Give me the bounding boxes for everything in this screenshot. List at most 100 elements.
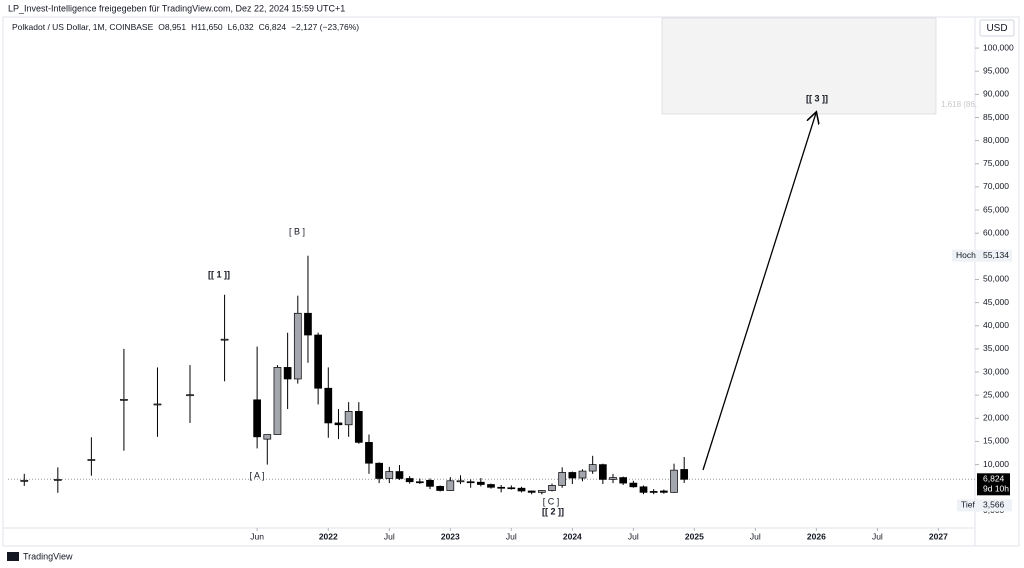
chart-frame xyxy=(2,16,1020,547)
candle-body xyxy=(639,486,648,493)
candle-body xyxy=(354,411,363,443)
x-tick-label: 2023 xyxy=(441,531,460,541)
wave-label: [ C ] xyxy=(543,496,560,506)
candle-body xyxy=(263,434,272,440)
y-tick-label: 50,000 xyxy=(983,274,1009,284)
candle-body xyxy=(293,312,302,380)
y-tick-label: 90,000 xyxy=(983,89,1009,99)
candle-body xyxy=(456,480,465,483)
candle-body xyxy=(334,422,343,426)
candle-body xyxy=(426,479,434,487)
y-tick-label: 100,000 xyxy=(983,42,1014,52)
candle-body xyxy=(558,472,567,486)
y-tick-label: 70,000 xyxy=(983,181,1009,191)
low-marker-label: Tief xyxy=(961,500,975,510)
candle-body xyxy=(680,469,689,480)
y-tick-label: 60,000 xyxy=(983,227,1009,237)
plot xyxy=(8,255,975,495)
legend-item: O8,951 xyxy=(158,22,186,32)
candle-body xyxy=(466,481,475,484)
candle-body xyxy=(153,403,162,406)
candle-body xyxy=(365,442,373,464)
currency-button[interactable] xyxy=(979,19,1015,37)
candle-countdown: 9d 10h xyxy=(983,484,1009,494)
candle-body xyxy=(415,481,424,484)
candle-body xyxy=(598,464,607,480)
candle-body xyxy=(578,470,587,479)
candle-body xyxy=(548,485,556,491)
candle-body xyxy=(619,477,628,484)
last-price-label: 6,824 xyxy=(983,474,1005,484)
wave-label: [[ 3 ]] xyxy=(806,93,828,103)
candle-body xyxy=(609,477,617,480)
candle-body xyxy=(53,479,62,481)
fib-label: 1,618 (86, xyxy=(941,100,977,109)
candle-body xyxy=(507,487,516,490)
x-tick-label: 2024 xyxy=(563,531,582,541)
currency-label: USD xyxy=(986,23,1007,34)
projection-arrow xyxy=(702,113,816,471)
candle-body xyxy=(517,487,526,492)
y-tick-label: 15,000 xyxy=(983,436,1009,446)
candle-body xyxy=(304,312,312,336)
candle-body xyxy=(660,490,668,493)
y-tick-label: 35,000 xyxy=(983,343,1009,353)
legend-item: H11,650 xyxy=(191,22,223,32)
candle-body xyxy=(487,484,495,488)
candle-body xyxy=(476,481,485,485)
high-marker-value: 55,134 xyxy=(983,250,1009,260)
candle-body xyxy=(324,387,333,424)
high-marker-bg xyxy=(952,249,1012,262)
wave-label: [[ 2 ]] xyxy=(542,506,564,516)
candle-body xyxy=(186,394,194,397)
x-tick-label: 2025 xyxy=(685,531,704,541)
y-tick-label: 30,000 xyxy=(983,366,1009,376)
x-tick-label: Jul xyxy=(872,531,883,541)
candle-body xyxy=(273,367,282,435)
y-tick-label: 80,000 xyxy=(983,135,1009,145)
candle-body xyxy=(629,482,638,488)
legend-item: Polkadot / US Dollar, 1M, COINBASE xyxy=(12,22,154,32)
candle-body xyxy=(344,411,353,426)
x-tick-label: 2026 xyxy=(807,531,826,541)
candle-body xyxy=(20,479,29,482)
x-tick-label: Jul xyxy=(750,531,761,541)
wave-label: [[ 1 ]] xyxy=(208,269,230,279)
candle-body xyxy=(436,485,445,491)
y-tick-label: 45,000 xyxy=(983,297,1009,307)
x-tick-label: Jul xyxy=(628,531,639,541)
candle-body xyxy=(670,469,678,493)
logo xyxy=(7,552,19,561)
candle-body xyxy=(283,367,292,380)
candle-body xyxy=(314,334,322,389)
y-tick-label: 95,000 xyxy=(983,65,1009,75)
last-price-badge xyxy=(977,473,1010,496)
y-tick-label: 20,000 xyxy=(983,413,1009,423)
candle-body xyxy=(87,459,96,461)
share-header: LP_Invest-Intelligence freigegeben für T… xyxy=(8,3,345,13)
y-tick-label: 40,000 xyxy=(983,320,1009,330)
low-marker-value: 3,566 xyxy=(983,500,1005,510)
candle-body xyxy=(395,471,404,479)
candle-body xyxy=(120,398,128,401)
high-marker-label: Hoch xyxy=(956,250,976,260)
wave-label: [ A ] xyxy=(249,470,264,480)
x-tick-label: 2027 xyxy=(929,531,948,541)
y-tick-label: 25,000 xyxy=(983,389,1009,399)
candle-body xyxy=(446,480,455,491)
candle-body xyxy=(527,490,536,493)
brand: TradingView xyxy=(23,551,73,561)
x-tick-label: Jun xyxy=(250,531,264,541)
legend-item: C6,824 xyxy=(259,22,287,32)
x-tick-label: Jul xyxy=(384,531,395,541)
y-tick-label: 10,000 xyxy=(983,459,1009,469)
candle-body xyxy=(568,472,577,479)
x-tick-label: Jul xyxy=(506,531,517,541)
candle-body xyxy=(497,486,506,489)
candle-body xyxy=(220,338,229,341)
symbol-legend: Polkadot / US Dollar, 1M, COINBASE O8,951… xyxy=(12,22,359,32)
legend-item: −2,127 (−23,76%) xyxy=(291,22,359,32)
candle-body xyxy=(385,471,394,479)
target-box xyxy=(661,17,937,115)
